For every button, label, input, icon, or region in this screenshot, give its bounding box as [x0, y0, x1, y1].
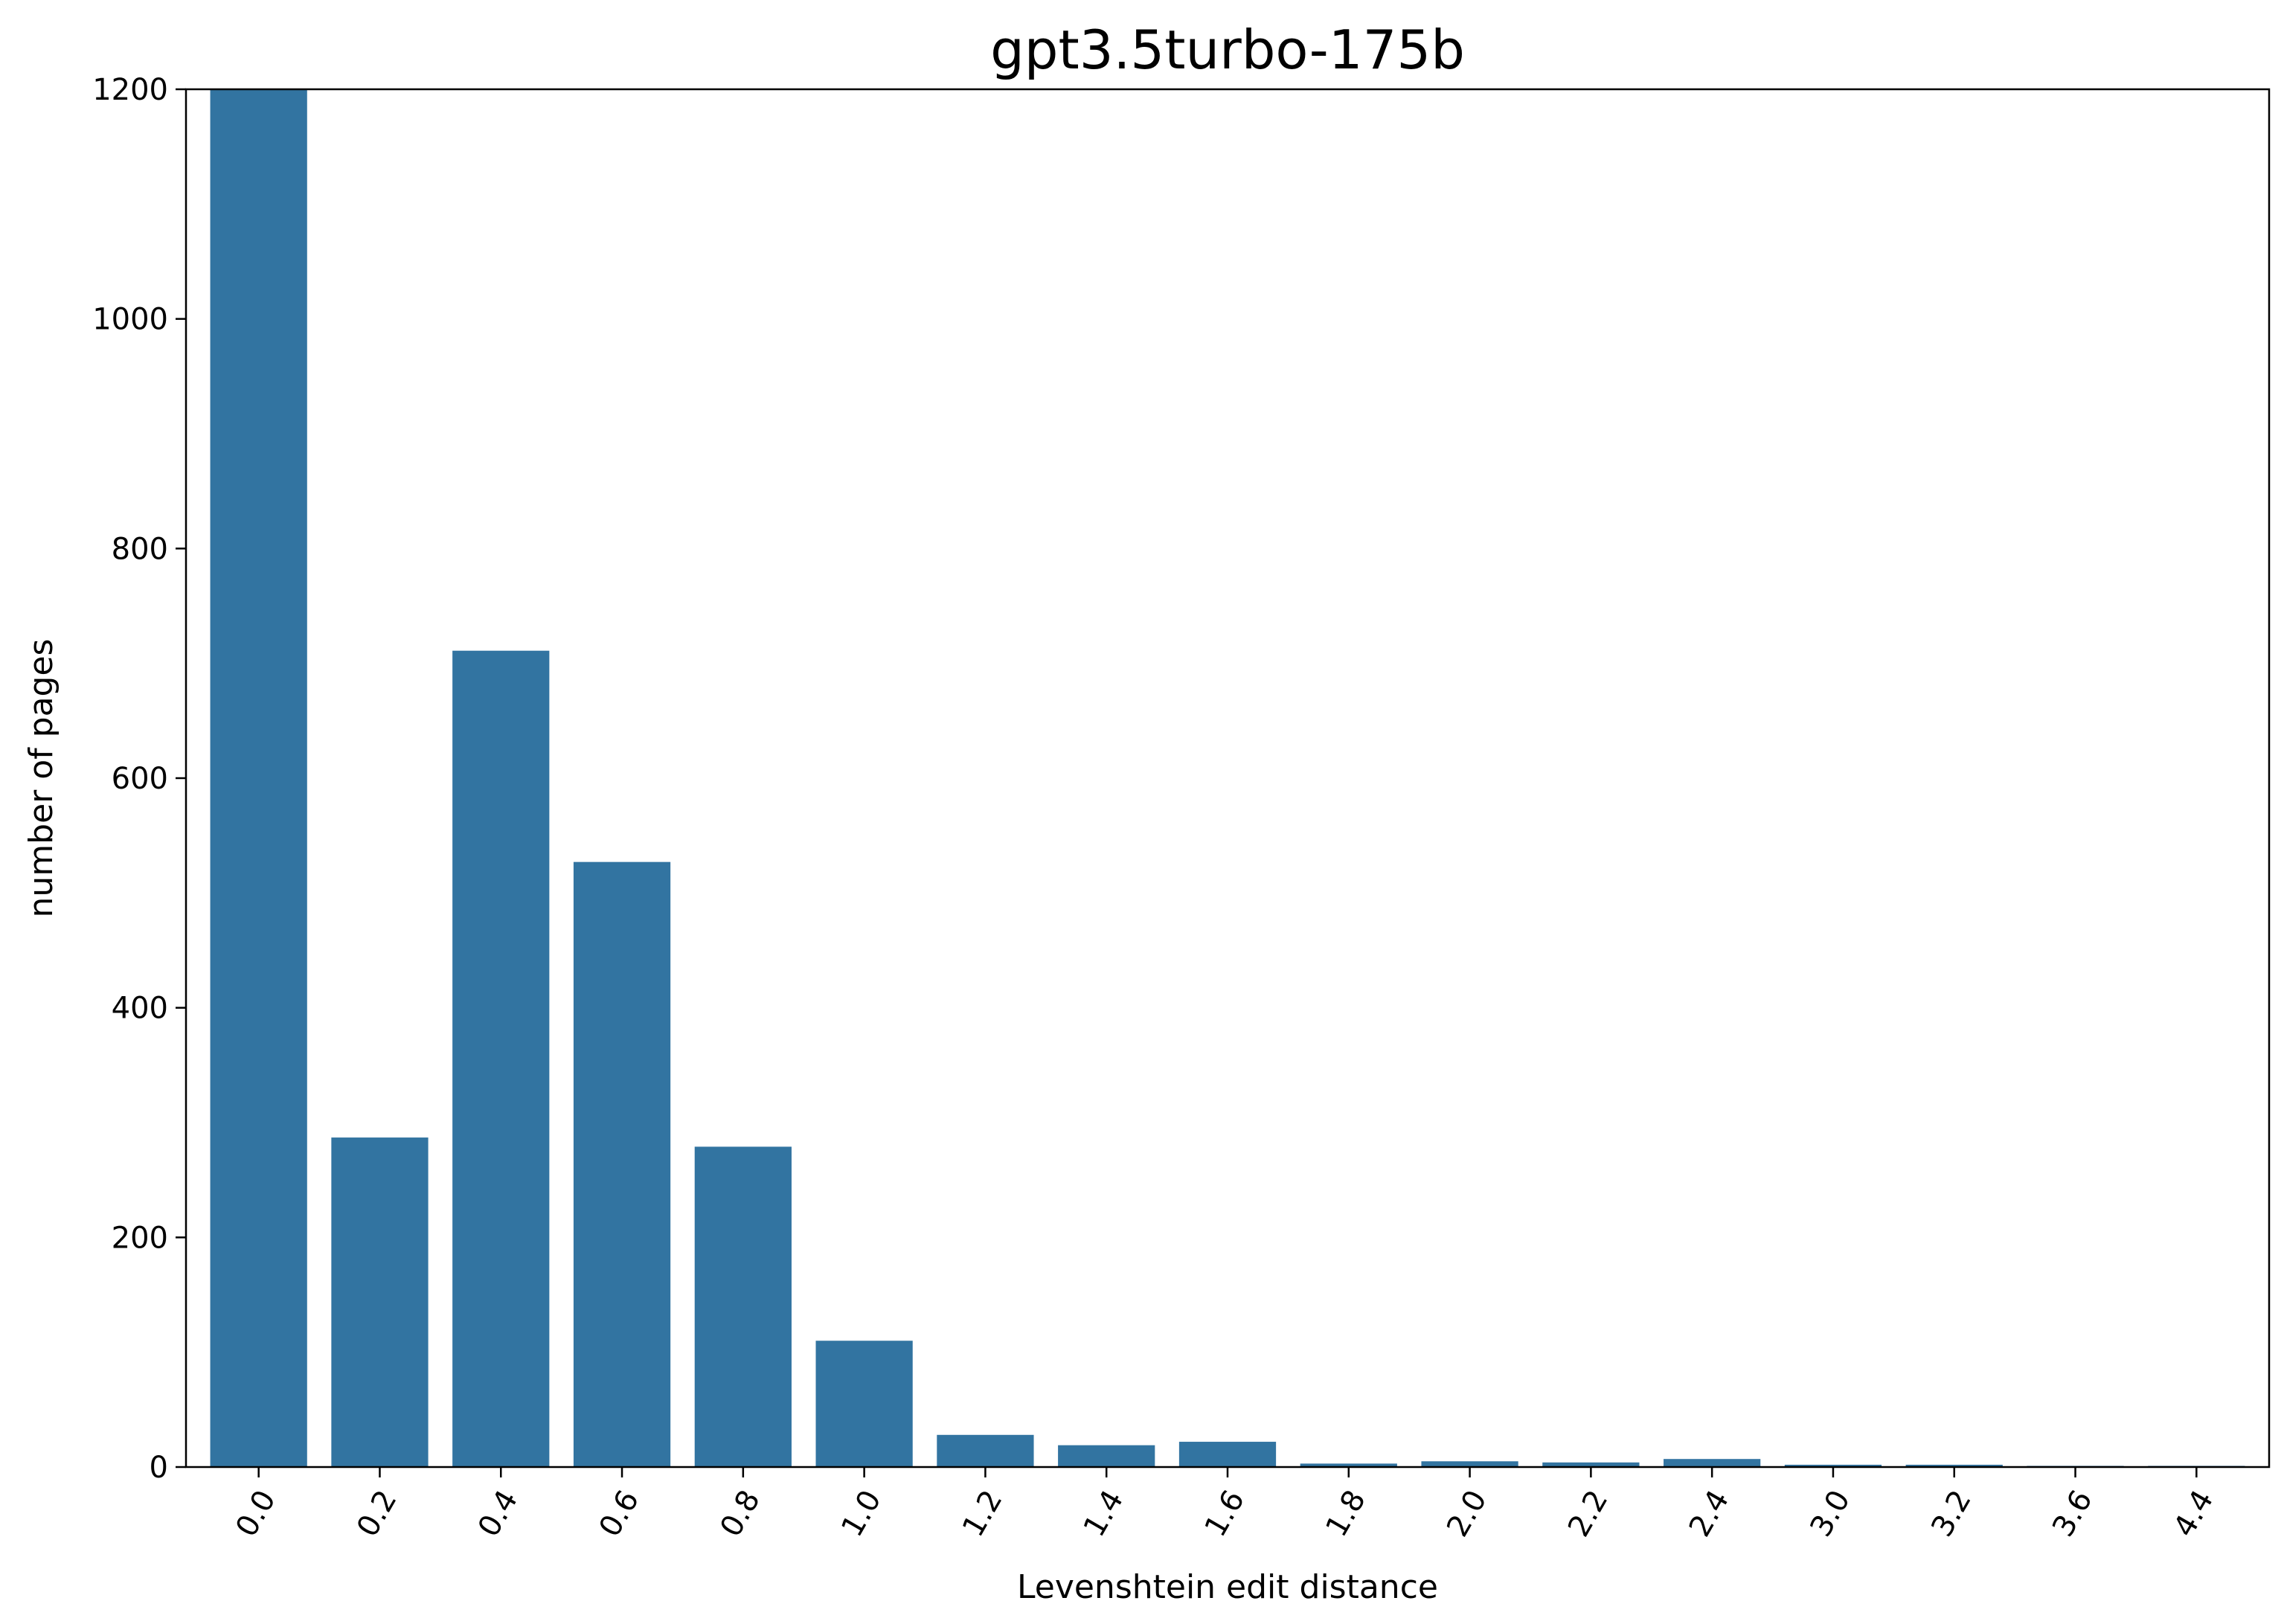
bar-1.4 — [1058, 1445, 1155, 1467]
bar-1.2 — [937, 1434, 1034, 1467]
bar-1.8 — [1300, 1463, 1397, 1467]
y-tick-label: 200 — [112, 1221, 168, 1255]
bar-3.0 — [1784, 1464, 1882, 1467]
plot-frame — [185, 88, 2271, 1469]
chart-title: gpt3.5turbo-175b — [990, 19, 1465, 81]
bar-0.6 — [573, 861, 671, 1467]
bar-2.0 — [1421, 1461, 1518, 1467]
bar-3.2 — [1905, 1464, 2003, 1467]
bar-1.0 — [815, 1341, 913, 1467]
x-axis-label: Levenshtein edit distance — [1017, 1568, 1438, 1606]
bar-0.2 — [331, 1137, 429, 1467]
bar-0.8 — [694, 1146, 792, 1467]
y-tick-label: 1200 — [92, 73, 168, 107]
y-axis-label: number of pages — [22, 639, 60, 918]
bars-layer — [210, 89, 2245, 1468]
bar-2.4 — [1664, 1459, 1761, 1467]
bar-0.4 — [452, 650, 550, 1468]
y-tick-label: 800 — [112, 532, 168, 566]
bar-2.2 — [1542, 1462, 1640, 1467]
bar-0.0 — [210, 89, 307, 1467]
y-tick-label: 1000 — [92, 303, 168, 337]
bar-1.6 — [1178, 1442, 1277, 1467]
y-tick-label: 400 — [112, 992, 168, 1026]
y-tick-label: 600 — [112, 762, 168, 796]
y-tick-label: 0 — [150, 1451, 168, 1485]
y-axis-ticks: 0 200 400 600 800 1000 1200 — [92, 73, 186, 1485]
